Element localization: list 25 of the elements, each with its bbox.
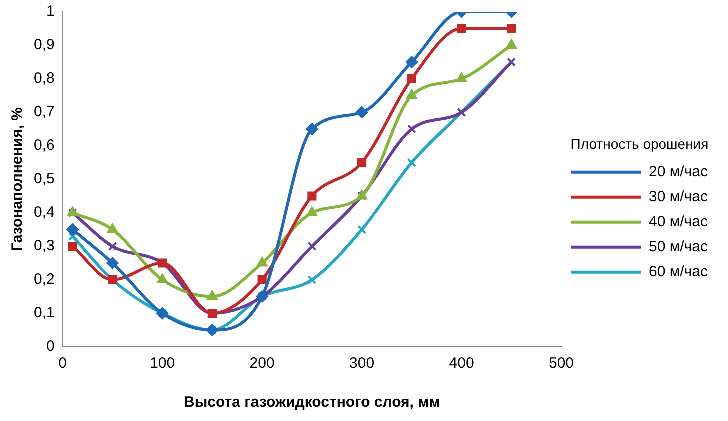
x-tick-label: 400	[449, 355, 474, 372]
y-tick-label: 0,1	[34, 304, 55, 322]
legend-label: 40 м/час	[649, 214, 708, 231]
y-tick-label: 0,8	[34, 70, 55, 88]
y-tick-label: 0,5	[34, 170, 55, 188]
y-tick-label: 1	[46, 3, 55, 20]
y-axis-title: Газонаполнения, %	[9, 108, 26, 252]
x-tick-label: 500	[548, 355, 574, 372]
y-tick-label: 0,3	[34, 238, 55, 255]
x-tick-label: 300	[350, 355, 375, 372]
x-axis-title: Высота газожидкостного слоя, мм	[184, 394, 440, 412]
x-tick-label: 0	[58, 355, 68, 372]
legend-label: 60 м/час	[649, 264, 708, 281]
legend-label: 50 м/час	[649, 238, 708, 256]
y-tick-label: 0,4	[34, 204, 55, 222]
legend-label: 30 м/час	[649, 188, 708, 206]
legend-title: Плотность орошения	[570, 136, 709, 152]
x-tick-label: 100	[150, 355, 176, 372]
y-tick-label: 0,6	[34, 137, 55, 154]
y-tick-label: 0,7	[34, 104, 55, 121]
y-tick-label: 0,2	[34, 271, 55, 288]
y-tick-label: 0	[46, 338, 55, 356]
legend-label: 20 м/час	[649, 164, 708, 181]
y-tick-label: 0,9	[34, 36, 55, 54]
x-tick-label: 200	[250, 355, 275, 372]
